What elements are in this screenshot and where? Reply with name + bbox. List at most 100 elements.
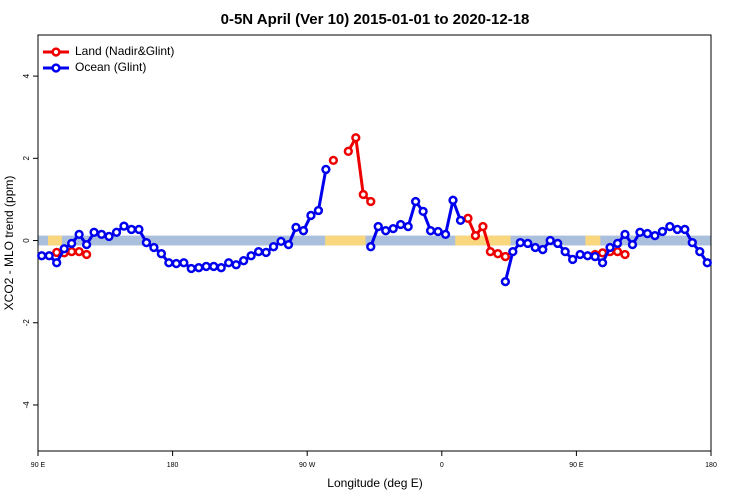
point [620,249,630,260]
point [463,213,473,223]
land-band [325,235,366,246]
x-tick-label: 90 W [299,462,316,469]
point [246,251,256,261]
plot-frame [37,34,712,452]
point [448,195,458,205]
point [156,249,167,259]
point [52,258,62,268]
point [418,206,428,216]
point [590,251,600,262]
point [231,260,241,270]
point [702,258,712,268]
point [455,215,466,226]
point [52,247,62,258]
legend-marker [51,47,61,57]
point [134,224,144,235]
land-band [585,235,601,246]
series [52,133,630,262]
series [37,164,712,287]
point [575,249,585,260]
legend-label: Ocean (Glint) [75,60,146,74]
series-line [503,224,709,283]
x-axis-label: Longitude (deg E) [327,476,422,490]
point [81,249,92,260]
point [164,258,174,268]
point [179,258,189,268]
y-tick-label: 0 [22,238,31,243]
point [657,226,668,237]
legend-label: Land (Nadir&Glint) [75,44,174,58]
point [687,237,697,248]
point [433,226,443,237]
point [388,223,398,234]
x-tick-label: 90 E [31,462,46,469]
y-axis-label: XCO2 - MLO trend (ppm) [2,176,16,311]
point [373,221,383,232]
point [470,230,481,241]
point [612,238,623,249]
point [224,258,234,268]
point [568,254,578,265]
point [216,263,226,273]
point [538,244,548,255]
point [283,239,294,250]
point [291,222,301,233]
point [81,239,92,250]
point [650,230,660,241]
chart-title: 0-5N April (Ver 10) 2015-01-01 to 2020-1… [221,11,530,28]
point [74,246,84,257]
point [425,226,436,236]
point [605,242,615,253]
point [343,146,353,156]
point [67,238,77,249]
land-band [48,235,62,246]
point [298,226,309,236]
point [612,246,623,257]
point [366,242,376,252]
point [313,205,324,216]
point [104,231,114,242]
point [695,246,705,257]
point [523,238,533,249]
point [149,242,159,253]
point [44,251,54,261]
point [111,227,122,237]
point [665,221,675,232]
point [530,242,540,253]
point [67,246,77,257]
point [508,246,518,257]
series-line [347,133,372,203]
point [635,227,645,237]
y-tick-label: -4 [22,401,31,409]
point [403,221,413,232]
point [253,246,264,257]
point [366,196,376,207]
x-tick-label: 0 [440,462,444,469]
point [478,221,488,232]
land-band [455,235,511,246]
point [620,229,630,240]
point [680,224,690,235]
y-tick-label: 4 [22,73,31,78]
point [89,227,99,237]
point [119,221,129,231]
point [515,237,525,248]
point [553,238,563,249]
point [493,249,503,259]
point [201,261,211,272]
point [96,229,107,240]
point [141,237,152,248]
legend-marker [51,63,61,73]
point [560,246,570,257]
point [171,258,181,269]
point [328,155,339,166]
point [500,276,511,287]
point [261,247,271,258]
point [582,251,593,261]
point [74,229,84,240]
point [381,226,391,236]
point [59,244,69,254]
point [642,228,653,239]
point [410,196,421,207]
point [351,133,361,143]
